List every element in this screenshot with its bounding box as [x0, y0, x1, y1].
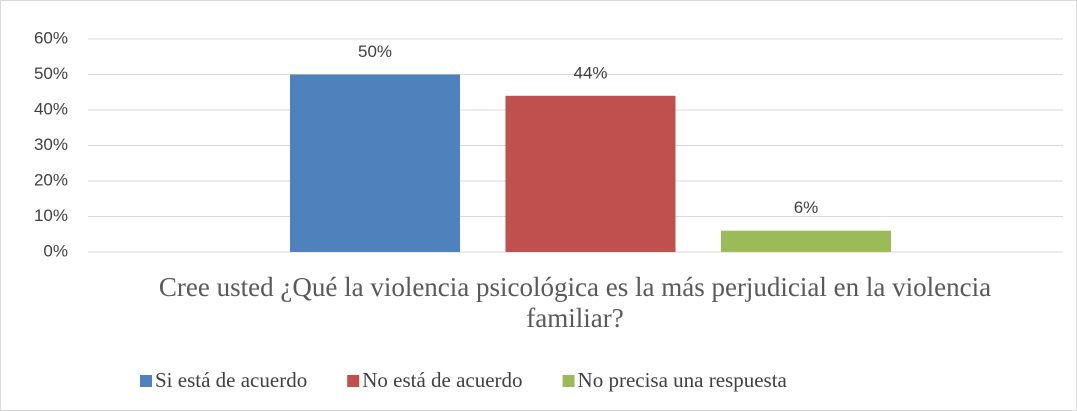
y-tick-label: 10% — [34, 206, 68, 225]
y-tick-label: 40% — [34, 99, 68, 118]
data-label: 50% — [358, 42, 392, 61]
legend-swatch — [140, 375, 152, 387]
bar — [721, 230, 891, 252]
y-tick-label: 30% — [34, 135, 68, 154]
legend-label: No precisa una respuesta — [578, 368, 788, 392]
bar — [290, 74, 460, 252]
data-label: 6% — [794, 198, 819, 217]
y-tick-label: 60% — [34, 28, 68, 47]
y-tick-label: 50% — [34, 64, 68, 83]
legend-label: No está de acuerdo — [362, 368, 522, 392]
legend-swatch — [347, 375, 360, 387]
y-tick-label: 20% — [34, 170, 68, 189]
x-tick-label: Cree usted ¿Qué la violencia psicológica… — [158, 272, 992, 333]
y-tick-label: 0% — [43, 241, 68, 260]
data-label: 44% — [573, 63, 607, 82]
legend-label: Si está de acuerdo — [155, 368, 307, 392]
bar — [505, 95, 676, 252]
legend-swatch — [562, 375, 575, 387]
